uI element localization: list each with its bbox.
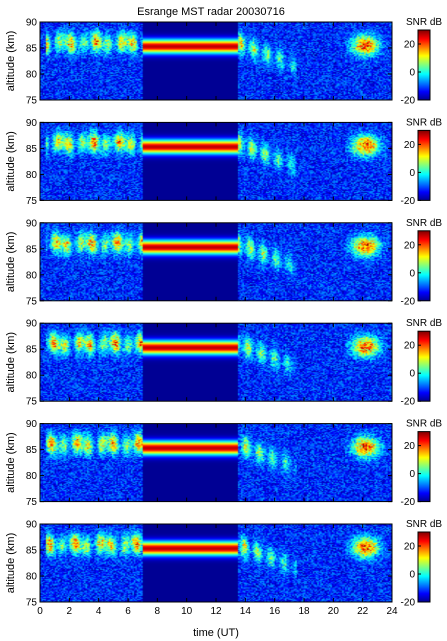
y-tick-label: 85 (26, 445, 38, 456)
panel: 75 80 85 90 altitude (km) -20 0 20 SNR dB (5, 17, 442, 107)
y-tick-label: 80 (26, 270, 38, 281)
y-axis-label: altitude (km) (5, 432, 17, 493)
colorbar-tick-label: 20 (404, 240, 416, 251)
colorbar (417, 330, 431, 402)
y-tick-label: 75 (26, 196, 38, 207)
y-tick-label: 90 (26, 419, 38, 430)
colorbar-tick-label: -20 (401, 196, 416, 207)
heatmap-image (40, 323, 392, 402)
y-tick-label: 75 (26, 598, 38, 609)
x-tick-label: 0 (37, 606, 43, 617)
colorbar-tick-label: 0 (409, 268, 415, 279)
y-axis-label: altitude (km) (5, 533, 17, 594)
y-tick-label: 75 (26, 296, 38, 307)
colorbar-label: SNR dB (406, 519, 442, 530)
y-tick-label: 85 (26, 44, 38, 55)
colorbar-tick-label: 20 (404, 341, 416, 352)
panel: 75 80 85 90 altitude (km) -20 0 20 SNR dB (5, 218, 442, 307)
colorbar-tick-label: -20 (401, 497, 416, 508)
x-tick-label: 6 (125, 606, 131, 617)
y-axis-label: altitude (km) (5, 232, 17, 293)
colorbar-tick-label: 0 (409, 570, 415, 581)
y-tick-label: 80 (26, 572, 38, 583)
colorbar-tick-label: -20 (401, 296, 416, 307)
panel: 75 80 85 90 altitude (km) -20 0 20 SNR dB (5, 117, 442, 206)
colorbar (417, 531, 431, 603)
y-tick-label: 80 (26, 471, 38, 482)
heatmap-image (40, 22, 392, 100)
colorbar (417, 431, 431, 503)
x-tick-label: 2 (67, 606, 73, 617)
colorbar-tick-label: 20 (404, 441, 416, 452)
colorbar-label: SNR dB (406, 117, 442, 128)
panel: 75 80 85 90 altitude (km) -20 0 20 SNR dB (5, 318, 442, 408)
heatmap-image (40, 122, 392, 201)
colorbar-tick-label: 0 (409, 168, 415, 179)
y-tick-label: 90 (26, 520, 38, 531)
colorbar (417, 29, 431, 101)
colorbar-label: SNR dB (406, 318, 442, 329)
colorbar-label: SNR dB (406, 419, 442, 430)
y-axis-label: altitude (km) (5, 332, 17, 393)
colorbar-tick-label: -20 (401, 397, 416, 408)
colorbar-tick-label: 0 (409, 369, 415, 380)
y-tick-label: 80 (26, 371, 38, 382)
x-tick-label: 10 (181, 606, 193, 617)
y-tick-label: 90 (26, 118, 38, 129)
x-tick-label: 22 (357, 606, 369, 617)
heatmap-image (40, 524, 392, 602)
x-tick-label: 14 (240, 606, 252, 617)
y-tick-label: 75 (26, 497, 38, 508)
y-tick-label: 90 (26, 319, 38, 330)
colorbar-label: SNR dB (406, 218, 442, 229)
y-tick-label: 80 (26, 170, 38, 181)
y-tick-label: 90 (26, 18, 38, 29)
colorbar-tick-label: 0 (409, 469, 415, 480)
colorbar (417, 129, 431, 201)
colorbar (417, 230, 431, 302)
y-axis-label: altitude (km) (5, 31, 17, 92)
y-tick-label: 75 (26, 397, 38, 408)
x-tick-label: 12 (210, 606, 222, 617)
x-tick-label: 24 (386, 606, 398, 617)
x-tick-label: 18 (298, 606, 310, 617)
y-tick-label: 85 (26, 546, 38, 557)
y-tick-label: 90 (26, 218, 38, 229)
y-tick-label: 85 (26, 244, 38, 255)
colorbar-tick-label: 20 (404, 542, 416, 553)
x-tick-label: 4 (96, 606, 102, 617)
y-tick-label: 75 (26, 96, 38, 107)
x-axis-label: time (UT) (193, 627, 239, 639)
y-tick-label: 80 (26, 70, 38, 81)
y-tick-label: 85 (26, 144, 38, 155)
panel: 75 80 85 90 altitude (km) -20 0 20 SNR dB (5, 419, 442, 509)
colorbar-tick-label: 0 (409, 68, 415, 79)
chart-title: Esrange MST radar 20030716 (137, 6, 285, 18)
colorbar-tick-label: 20 (404, 140, 416, 151)
x-tick-label: 16 (269, 606, 281, 617)
colorbar-label: SNR dB (406, 17, 442, 28)
y-axis-label: altitude (km) (5, 131, 17, 192)
colorbar-tick-label: 20 (404, 40, 416, 51)
x-tick-label: 8 (155, 606, 161, 617)
heatmap-image (40, 222, 392, 301)
colorbar-tick-label: -20 (401, 96, 416, 107)
y-tick-label: 85 (26, 345, 38, 356)
colorbar-tick-label: -20 (401, 598, 416, 609)
x-tick-label: 20 (328, 606, 340, 617)
heatmap-image (40, 423, 392, 502)
